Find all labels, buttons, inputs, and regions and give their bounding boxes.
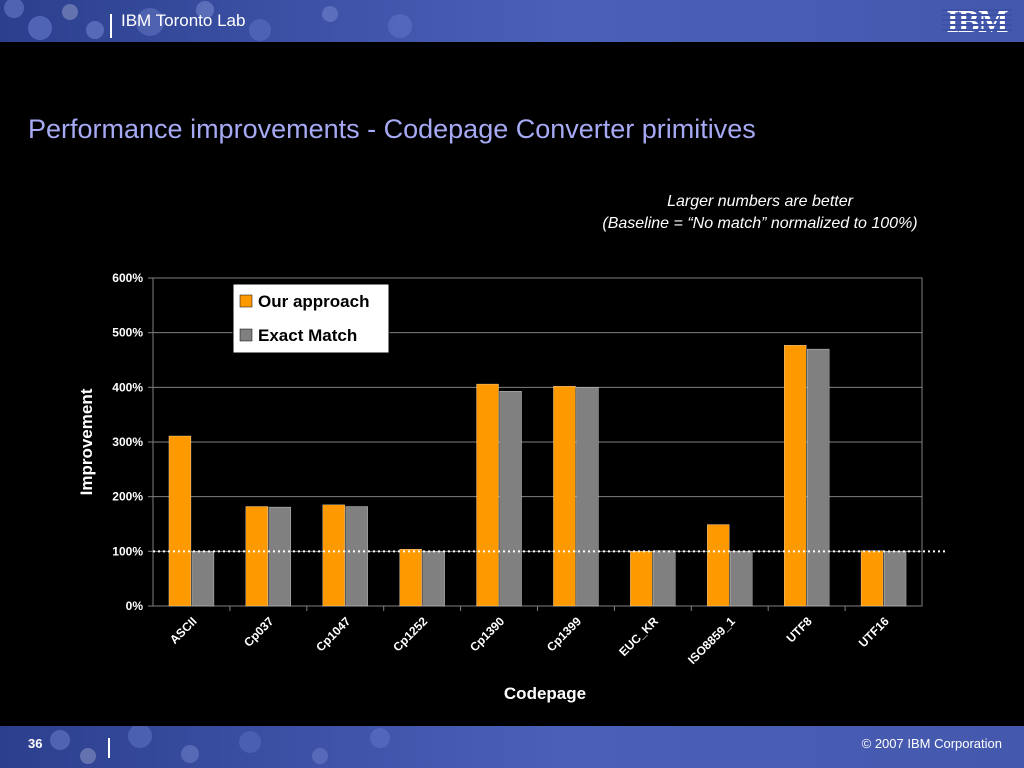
y-tick-label: 100%: [112, 544, 143, 558]
y-tick-label: 0%: [126, 599, 144, 613]
bar: [476, 383, 499, 607]
x-tick-label: Cp1047: [313, 614, 353, 654]
copyright: © 2007 IBM Corporation: [861, 736, 1002, 751]
x-tick-label: Cp1399: [544, 614, 584, 654]
legend-swatch: [239, 328, 253, 342]
bar: [499, 391, 522, 607]
y-axis-title: Improvement: [77, 388, 96, 495]
note-line-1: Larger numbers are better: [667, 193, 853, 210]
y-tick-label: 300%: [112, 435, 143, 449]
lab-name: IBM Toronto Lab: [121, 11, 246, 30]
x-tick-label: Cp1390: [467, 614, 507, 654]
bar: [422, 551, 445, 607]
ibm-logo: IBM: [942, 4, 1012, 38]
x-tick-label: ISO8859_1: [685, 614, 738, 667]
y-tick-label: 200%: [112, 490, 143, 504]
x-tick-label: ASCII: [167, 614, 200, 647]
x-tick-label: Cp1252: [390, 614, 430, 654]
legend-label: Exact Match: [258, 326, 357, 345]
bar: [399, 548, 422, 607]
header-bar: IBM Toronto Lab IBM: [0, 0, 1024, 42]
footer-divider: [108, 738, 110, 758]
y-tick-label: 400%: [112, 380, 143, 394]
x-tick-label: Cp037: [241, 614, 277, 650]
bar: [268, 506, 292, 607]
bar: [630, 551, 653, 607]
bar: [653, 550, 676, 607]
y-tick-label: 500%: [112, 326, 143, 340]
header-decoration: [4, 0, 412, 41]
bar: [730, 551, 753, 607]
bar: [322, 504, 345, 607]
legend-box: [232, 283, 390, 354]
x-tick-label: UTF8: [784, 614, 815, 645]
bar: [784, 345, 807, 607]
x-tick-label: EUC_KR: [616, 614, 661, 659]
x-tick-label: UTF16: [856, 614, 892, 650]
footer-bar: 36 © 2007 IBM Corporation: [0, 726, 1024, 768]
bar: [576, 387, 599, 607]
note-line-2: (Baseline = “No match” normalized to 100…: [602, 215, 918, 232]
bar: [245, 506, 269, 607]
y-tick-label: 600%: [112, 271, 143, 285]
footer-decoration: [50, 726, 390, 764]
page-number: 36: [28, 736, 43, 751]
bar: [168, 435, 192, 607]
bar: [807, 348, 830, 607]
bar: [883, 551, 907, 607]
legend-label: Our approach: [258, 292, 369, 311]
legend-swatch: [239, 294, 253, 308]
slide-title: Performance improvements - Codepage Conv…: [28, 114, 756, 144]
x-axis-title: Codepage: [504, 684, 586, 703]
bar: [191, 551, 215, 607]
bar: [553, 386, 576, 607]
header-divider: [110, 14, 112, 38]
bar: [345, 506, 368, 607]
bar: [860, 550, 884, 607]
bar: [707, 524, 730, 607]
